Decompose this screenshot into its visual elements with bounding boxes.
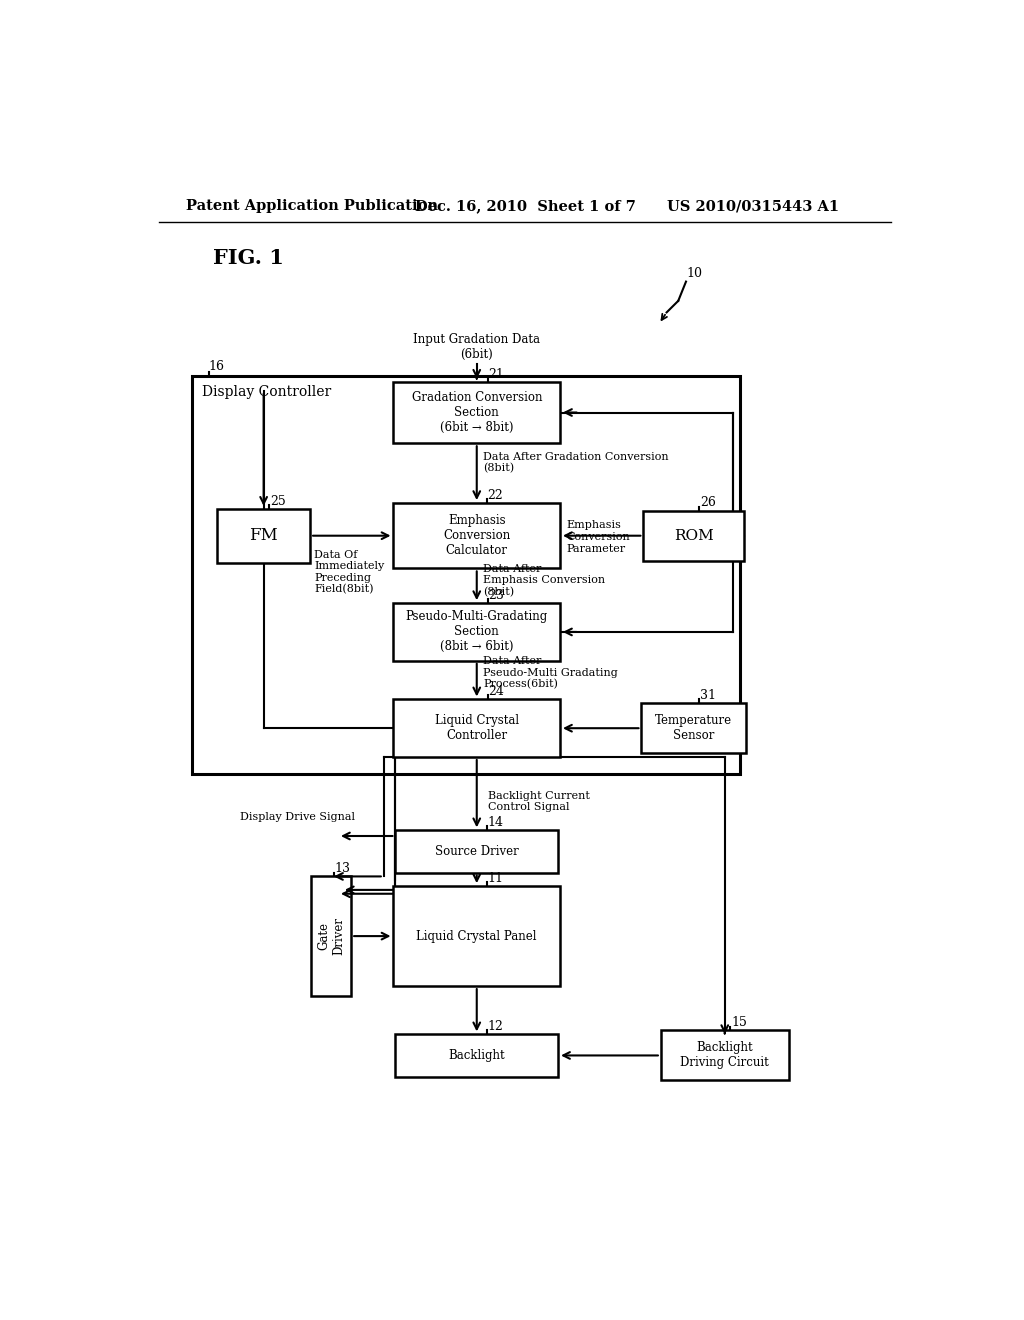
Text: Display Drive Signal: Display Drive Signal [241, 812, 355, 822]
Text: Pseudo-Multi-Gradating
Section
(8bit → 6bit): Pseudo-Multi-Gradating Section (8bit → 6… [406, 610, 548, 653]
Bar [643, 511, 744, 561]
Text: Emphasis
Conversion
Calculator: Emphasis Conversion Calculator [443, 515, 510, 557]
Text: Emphasis
Conversion
Parameter: Emphasis Conversion Parameter [566, 520, 630, 553]
Bar [393, 886, 560, 986]
Text: Display Controller: Display Controller [203, 385, 332, 400]
Text: Dec. 16, 2010  Sheet 1 of 7: Dec. 16, 2010 Sheet 1 of 7 [415, 199, 636, 213]
Text: 24: 24 [488, 685, 504, 698]
Text: US 2010/0315443 A1: US 2010/0315443 A1 [667, 199, 839, 213]
Text: 13: 13 [335, 862, 351, 875]
Text: ROM: ROM [674, 529, 714, 543]
Text: Data Of
Immediately
Preceding
Field(8bit): Data Of Immediately Preceding Field(8bit… [314, 549, 384, 595]
Text: Data After
Emphasis Conversion
(8bit): Data After Emphasis Conversion (8bit) [483, 564, 605, 597]
Bar [393, 700, 560, 758]
Text: Temperature
Sensor: Temperature Sensor [655, 714, 732, 742]
Bar [191, 376, 740, 775]
Bar [393, 381, 560, 444]
Bar [217, 508, 310, 562]
Text: Gate
Driver: Gate Driver [317, 917, 345, 956]
Text: 23: 23 [488, 589, 504, 602]
Text: Backlight: Backlight [449, 1049, 505, 1063]
Text: Patent Application Publication: Patent Application Publication [186, 199, 438, 213]
Text: Backlight Current
Control Signal: Backlight Current Control Signal [488, 791, 590, 812]
Bar [395, 1035, 558, 1077]
Text: 14: 14 [487, 816, 504, 829]
Bar [393, 503, 560, 569]
Text: Source Driver: Source Driver [435, 845, 518, 858]
Text: 22: 22 [487, 488, 504, 502]
Text: Data After
Pseudo-Multi Gradating
Process(6bit): Data After Pseudo-Multi Gradating Proces… [483, 656, 617, 689]
Text: 25: 25 [270, 495, 286, 508]
Bar [660, 1031, 788, 1081]
Bar [311, 876, 351, 995]
Text: Gradation Conversion
Section
(6bit → 8bit): Gradation Conversion Section (6bit → 8bi… [412, 391, 542, 434]
Text: 31: 31 [700, 689, 716, 702]
Text: Input Gradation Data
(6bit): Input Gradation Data (6bit) [414, 333, 541, 362]
Text: Backlight
Driving Circuit: Backlight Driving Circuit [680, 1041, 769, 1069]
Text: 11: 11 [487, 871, 504, 884]
Bar [641, 704, 746, 754]
Text: 16: 16 [209, 360, 224, 372]
Text: Liquid Crystal Panel: Liquid Crystal Panel [417, 929, 537, 942]
Text: 21: 21 [488, 367, 504, 380]
Bar [393, 603, 560, 661]
Text: FM: FM [249, 527, 278, 544]
Text: 12: 12 [487, 1020, 504, 1034]
Text: 26: 26 [700, 496, 716, 510]
Text: 15: 15 [731, 1016, 746, 1030]
Text: Data After Gradation Conversion
(8bit): Data After Gradation Conversion (8bit) [483, 451, 669, 474]
Text: 10: 10 [686, 268, 702, 280]
Text: Liquid Crystal
Controller: Liquid Crystal Controller [434, 714, 519, 742]
Text: FIG. 1: FIG. 1 [213, 248, 284, 268]
Bar [395, 830, 558, 873]
